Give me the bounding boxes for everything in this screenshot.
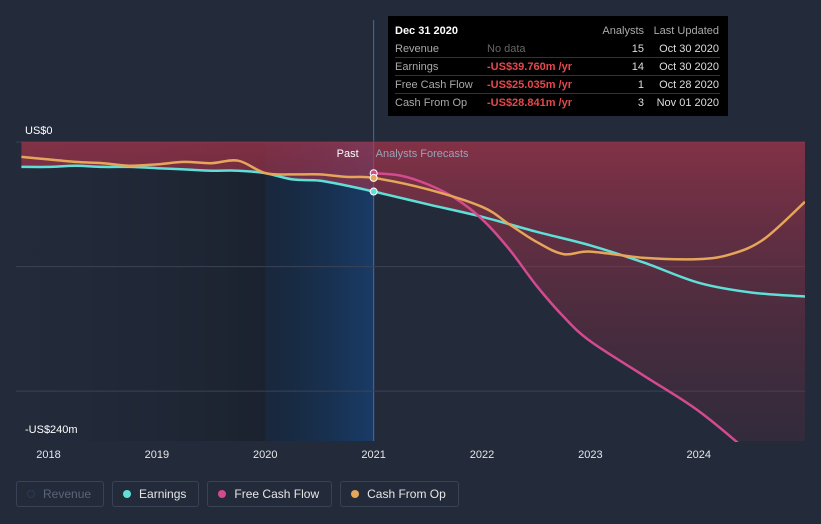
tooltip-row-value: -US$39.760m /yr <box>487 60 572 73</box>
free-cash-flow-dot-icon <box>218 490 227 498</box>
y-axis-label: -US$240m <box>25 424 78 436</box>
cash-from-op-marker <box>369 173 378 182</box>
tooltip-row-analysts: 1 <box>637 78 644 91</box>
cash-from-op-dot-icon <box>351 490 360 498</box>
legend-label: Revenue <box>43 487 92 501</box>
tooltip-row-label: Earnings <box>395 60 439 73</box>
earnings-dot-icon <box>123 490 132 498</box>
tooltip-row-label: Free Cash Flow <box>395 78 473 91</box>
tooltip-row-analysts: 14 <box>631 60 644 73</box>
tooltip-header: Dec 31 2020 Analysts Last Updated <box>395 22 720 40</box>
tooltip-row-free-cash-flow: Free Cash Flow -US$25.035m /yr 1 Oct 28 … <box>395 76 720 94</box>
tooltip-col-updated: Last Updated <box>653 25 719 37</box>
legend-label: Earnings <box>139 487 187 501</box>
tooltip-row-value: -US$28.841m /yr <box>487 96 572 109</box>
legend-label: Free Cash Flow <box>234 487 320 501</box>
x-axis-tick-label: 2018 <box>36 449 60 461</box>
legend: Revenue Earnings Free Cash Flow Cash Fro… <box>16 481 459 507</box>
x-axis-tick-label: 2020 <box>253 449 277 461</box>
cash-from-op-line <box>21 155 805 261</box>
revenue-dot-icon <box>27 490 35 498</box>
past-label: Past <box>337 148 359 160</box>
negative-area-fill <box>21 142 805 441</box>
tooltip-row-updated: Oct 30 2020 <box>659 42 719 55</box>
tooltip-row-value: No data <box>487 42 526 55</box>
tooltip: Dec 31 2020 Analysts Last Updated Revenu… <box>388 16 728 116</box>
x-axis-tick-label: 2022 <box>470 449 494 461</box>
x-axis-tick-label: 2021 <box>361 449 385 461</box>
earnings-marker <box>369 187 378 196</box>
tooltip-row-updated: Nov 01 2020 <box>656 96 719 109</box>
tooltip-col-analysts: Analysts <box>602 25 644 37</box>
tooltip-row-value: -US$25.035m /yr <box>487 78 572 91</box>
tooltip-row-updated: Oct 28 2020 <box>659 78 719 91</box>
free-cash-flow-line <box>373 171 739 442</box>
legend-cash-from-op-button[interactable]: Cash From Op <box>340 481 459 507</box>
tooltip-row-label: Revenue <box>395 42 440 55</box>
x-axis-tick-label: 2023 <box>578 449 602 461</box>
forecast-label: Analysts Forecasts <box>376 148 469 160</box>
legend-free-cash-flow-button[interactable]: Free Cash Flow <box>207 481 333 507</box>
legend-label: Cash From Op <box>367 487 446 501</box>
legend-earnings-button[interactable]: Earnings <box>112 481 200 507</box>
tooltip-row-updated: Oct 30 2020 <box>659 60 719 73</box>
tooltip-row-label: Cash From Op <box>395 96 468 109</box>
y-axis-label: US$0 <box>25 125 53 137</box>
legend-revenue-button[interactable]: Revenue <box>16 481 105 507</box>
tooltip-row-cash-from-op: Cash From Op -US$28.841m /yr 3 Nov 01 20… <box>395 94 720 111</box>
tooltip-row-earnings: Earnings -US$39.760m /yr 14 Oct 30 2020 <box>395 58 720 76</box>
tooltip-date: Dec 31 2020 <box>395 25 458 37</box>
tooltip-row-revenue: Revenue No data 15 Oct 30 2020 <box>395 40 720 58</box>
tooltip-row-analysts: 3 <box>637 96 644 109</box>
tooltip-row-analysts: 15 <box>631 42 644 55</box>
x-axis-tick-label: 2024 <box>687 449 711 461</box>
x-axis-tick-label: 2019 <box>145 449 169 461</box>
